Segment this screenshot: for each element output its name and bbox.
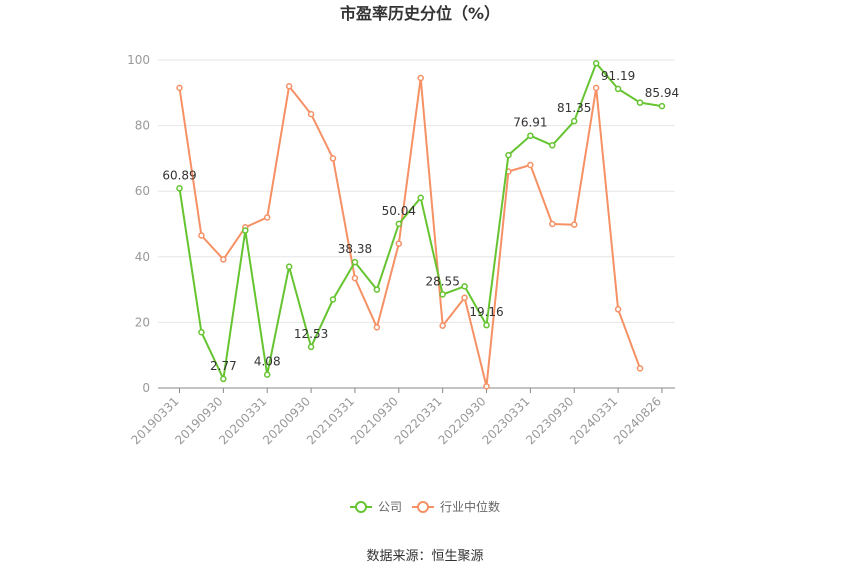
data-label: 19.16 [469,305,503,319]
data-point [549,142,556,149]
y-tick-label: 100 [127,53,150,67]
legend-marker [355,501,367,513]
y-tick-label: 60 [135,184,150,198]
x-tick-label: 20240826 [611,394,664,447]
legend-label: 公司 [378,500,402,514]
data-source: 数据来源：恒生聚源 [366,549,483,564]
data-point [395,220,403,228]
data-label: 81.35 [557,101,591,115]
data-label: 38.38 [338,242,372,256]
data-point [439,322,446,329]
data-point [198,328,205,336]
data-point [373,286,381,293]
data-label: 28.55 [425,274,459,288]
data-label: 4.08 [254,355,281,369]
data-label: 91.19 [601,69,635,83]
data-point [242,227,249,234]
data-point [592,84,600,92]
data-point [263,371,271,378]
data-point [395,240,403,247]
legend-item-company[interactable]: 公司 [350,500,402,514]
data-point [483,383,490,390]
data-point [439,291,446,298]
data-point [570,221,578,228]
data-point [198,232,205,239]
series-group: 60.89 2.77 4.08 12.53 38.38 50.04 28.55 19.16 76… [162,60,679,390]
data-point [373,324,381,331]
data-point [285,82,293,90]
data-point [461,283,468,290]
data-point [483,321,490,329]
data-point [527,132,534,139]
data-point [329,296,337,303]
data-point [176,185,183,192]
legend-marker [417,501,429,513]
y-tick-label: 20 [135,315,150,329]
data-point [636,99,644,106]
data-point [220,256,227,263]
data-point [636,365,644,372]
series-company: 60.89 2.77 4.08 12.53 38.38 50.04 28.55 19.16 76… [162,60,679,383]
data-point [658,102,666,110]
data-point [570,117,578,125]
data-point [527,161,534,169]
y-tick-label: 40 [135,250,150,264]
series-line [178,77,641,388]
legend[interactable]: 公司 行业中位数 [350,499,500,514]
data-point [461,294,468,302]
data-point [263,214,271,221]
y-tick-label: 80 [135,119,150,133]
data-point [220,375,227,383]
data-point [417,194,424,202]
data-point [614,306,622,313]
chart-title: 市盈率历史分位（%） [340,4,500,23]
data-label: 60.89 [162,168,196,182]
data-point [285,263,293,270]
data-point [351,258,359,266]
data-point [614,85,622,93]
data-point [329,155,337,162]
data-point [417,74,424,82]
y-tick-label: 0 [142,381,150,395]
data-label: 12.53 [294,327,328,341]
series-industry-median [176,74,644,390]
y-axis: 0 20 40 60 80 100 [127,53,150,395]
data-label: 76.91 [513,116,547,130]
data-point [307,110,315,118]
data-label: 50.04 [382,204,416,218]
legend-label: 行业中位数 [440,499,500,514]
data-label: 2.77 [210,359,237,373]
grid-lines [158,59,675,323]
data-point [505,151,512,159]
legend-item-industry-median[interactable]: 行业中位数 [412,499,500,514]
x-axis: 2019033120190930202003312020093020210331… [129,387,675,447]
data-point [307,343,315,351]
data-point [351,274,359,282]
data-point [176,84,183,92]
data-point [592,60,600,67]
data-label: 85.94 [645,86,679,100]
data-point [549,220,556,228]
